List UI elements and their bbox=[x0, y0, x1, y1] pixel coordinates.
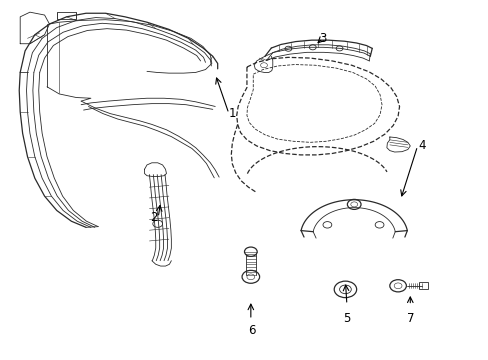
Circle shape bbox=[323, 222, 331, 228]
Circle shape bbox=[339, 285, 350, 294]
Circle shape bbox=[374, 222, 383, 228]
Circle shape bbox=[335, 46, 342, 51]
Circle shape bbox=[346, 199, 360, 210]
Text: 2: 2 bbox=[150, 211, 158, 224]
Circle shape bbox=[285, 46, 291, 51]
Text: 4: 4 bbox=[418, 139, 426, 152]
Circle shape bbox=[389, 280, 406, 292]
Circle shape bbox=[244, 247, 257, 256]
FancyBboxPatch shape bbox=[57, 12, 76, 19]
Circle shape bbox=[153, 220, 162, 227]
Circle shape bbox=[350, 202, 357, 207]
Circle shape bbox=[309, 45, 316, 50]
Text: 1: 1 bbox=[228, 107, 236, 120]
Text: 5: 5 bbox=[343, 311, 350, 325]
Circle shape bbox=[333, 281, 356, 298]
Circle shape bbox=[246, 274, 254, 280]
Circle shape bbox=[260, 63, 267, 68]
Circle shape bbox=[242, 270, 259, 283]
Circle shape bbox=[393, 283, 401, 289]
Text: 7: 7 bbox=[406, 311, 413, 325]
Text: 6: 6 bbox=[247, 324, 255, 337]
FancyBboxPatch shape bbox=[418, 282, 427, 289]
Text: 3: 3 bbox=[318, 32, 325, 45]
